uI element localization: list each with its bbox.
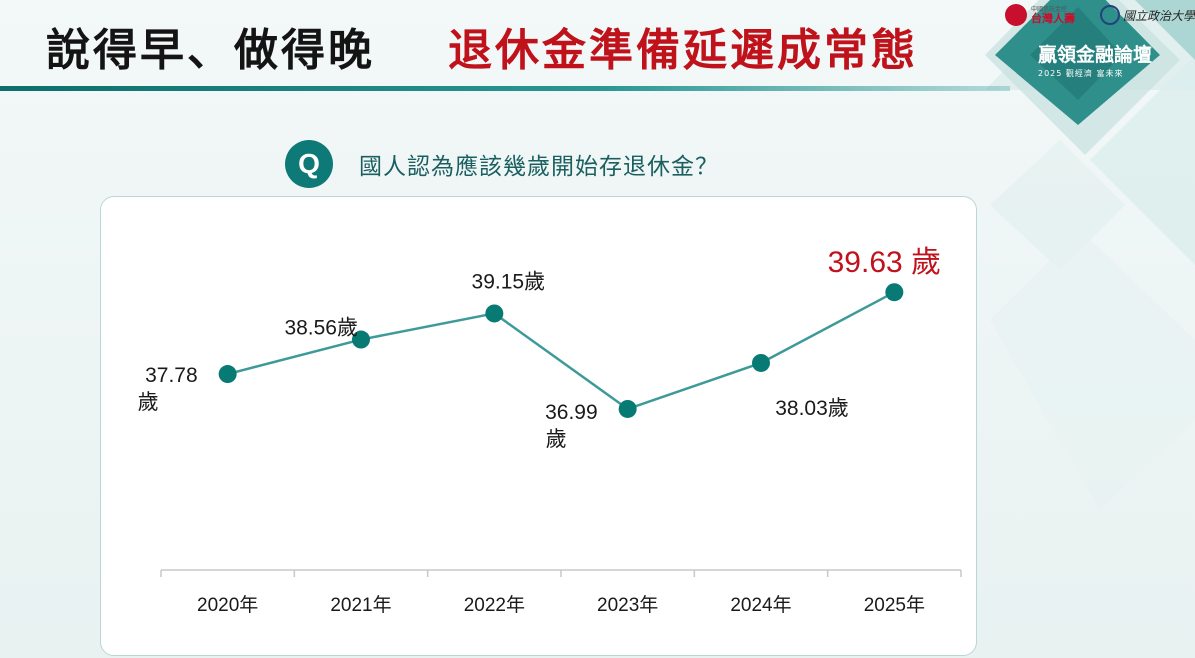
data-label-line: 39.63 歲 xyxy=(828,246,941,279)
series-line xyxy=(227,291,895,411)
highlight-data-label: 39.63 歲 xyxy=(828,246,941,279)
forum-title: 贏領金融論壇 xyxy=(1038,44,1153,66)
x-tick-label: 2025年 xyxy=(864,594,925,616)
chart-card: 2020年 2021年 2022年 2023年 2024年 2025年 37.78 歲 38.5… xyxy=(100,196,977,656)
forum-badge: 贏領金融論壇 2025 觀經濟 富未來 xyxy=(1038,40,1188,79)
data-point-2023 xyxy=(618,399,637,418)
page-header: 說得早、做得晚 退休金準備延遲成常態 xyxy=(0,0,1195,91)
nccu-seal-icon xyxy=(1100,5,1120,25)
x-tick-label: 2020年 xyxy=(197,594,258,616)
data-label-line: 39.15歲 xyxy=(472,270,546,293)
forum-subtitle: 2025 觀經濟 富未來 xyxy=(1038,69,1124,78)
taiwan-life-emblem-icon xyxy=(1005,4,1027,26)
data-label-line: 38.56歲 xyxy=(284,317,358,340)
sponsor-name: 台灣人壽 xyxy=(1031,11,1075,25)
nccu-logo: 國立政治大學 xyxy=(1100,2,1195,28)
university-name: 國立政治大學 xyxy=(1123,8,1195,23)
x-tick-label: 2023年 xyxy=(597,594,658,616)
data-label: 36.99 歲 xyxy=(545,401,598,451)
data-label-line: 歲 xyxy=(546,428,567,451)
data-point-2020 xyxy=(218,365,237,384)
taiwan-life-logo: 中國信託金控 台灣人壽 xyxy=(1005,2,1075,28)
data-point-2022 xyxy=(485,304,504,323)
question-row: Q 國人認為應該幾歲開始存退休金？ xyxy=(285,140,719,188)
question-text: 國人認為應該幾歲開始存退休金？ xyxy=(359,154,719,180)
data-label: 38.56歲 xyxy=(284,317,358,340)
data-label-line: 歲 xyxy=(138,391,159,414)
title-underline xyxy=(0,86,1010,91)
page-title-part1: 說得早、做得晚 xyxy=(46,25,375,76)
x-tick-label: 2022年 xyxy=(464,594,525,616)
data-label: 39.15歲 xyxy=(472,270,546,293)
data-point-2021 xyxy=(352,330,370,349)
page-title-part2: 退休金準備延遲成常態 xyxy=(448,25,918,76)
data-label-line: 36.99 xyxy=(545,401,598,424)
data-label: 38.03歲 xyxy=(775,397,849,420)
data-label: 37.78 歲 xyxy=(138,364,198,414)
sponsor-small-text: 中國信託金控 xyxy=(1031,5,1068,13)
data-point-2024 xyxy=(752,353,770,372)
data-label-line: 37.78 xyxy=(145,364,198,387)
data-label-line: 38.03歲 xyxy=(775,397,849,420)
x-tick-label: 2021年 xyxy=(330,594,391,616)
question-badge-icon: Q xyxy=(285,140,333,188)
data-point-2025 xyxy=(885,283,904,302)
line-chart: 2020年 2021年 2022年 2023年 2024年 2025年 37.78 歲 38.5… xyxy=(138,246,962,616)
x-tick-label: 2024年 xyxy=(730,594,791,616)
